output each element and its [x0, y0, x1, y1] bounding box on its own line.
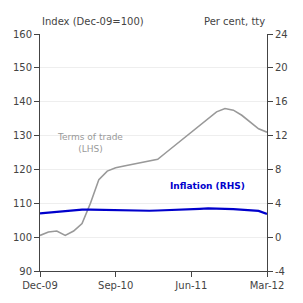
- svg-text:Dec-09: Dec-09: [22, 280, 58, 291]
- svg-text:Jun-11: Jun-11: [174, 280, 207, 291]
- svg-text:Sep-10: Sep-10: [98, 280, 133, 291]
- svg-text:24: 24: [275, 29, 288, 40]
- svg-text:-4: -4: [275, 266, 285, 277]
- svg-text:110: 110: [13, 198, 32, 209]
- svg-text:Terms of trade(LHS): Terms of trade(LHS): [57, 132, 123, 154]
- svg-text:Mar-12: Mar-12: [250, 280, 285, 291]
- svg-text:120: 120: [13, 164, 32, 175]
- svg-text:Index (Dec-09=100): Index (Dec-09=100): [42, 16, 144, 27]
- svg-text:90: 90: [19, 266, 32, 277]
- svg-text:0: 0: [275, 232, 281, 243]
- svg-text:Per cent, tty: Per cent, tty: [204, 16, 265, 27]
- svg-text:16: 16: [275, 96, 288, 107]
- svg-text:Inflation (RHS): Inflation (RHS): [170, 181, 245, 191]
- svg-text:12: 12: [275, 130, 288, 141]
- svg-text:130: 130: [13, 130, 32, 141]
- svg-text:100: 100: [13, 232, 32, 243]
- svg-text:8: 8: [275, 164, 281, 175]
- svg-text:20: 20: [275, 62, 288, 73]
- svg-text:160: 160: [13, 29, 32, 40]
- svg-text:4: 4: [275, 198, 281, 209]
- svg-text:150: 150: [13, 62, 32, 73]
- svg-text:140: 140: [13, 96, 32, 107]
